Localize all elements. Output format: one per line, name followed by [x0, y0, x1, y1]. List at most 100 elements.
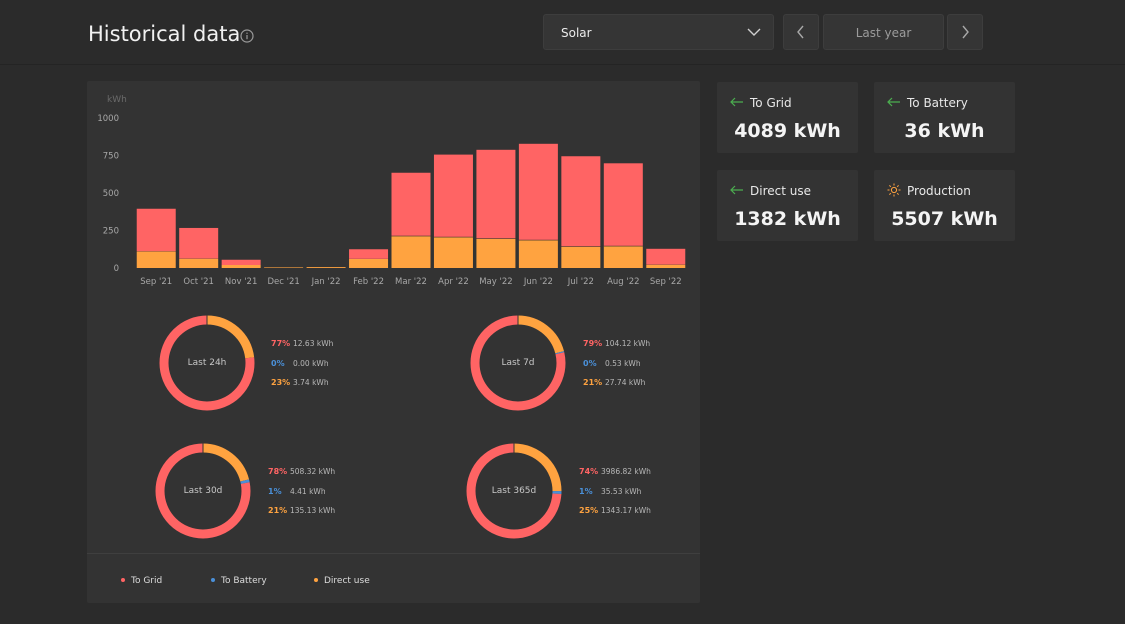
chevron-right-icon: [962, 25, 969, 39]
to-grid-kwh: 12.63 kWh: [293, 339, 334, 348]
donut-last-24h: Last 24h 77% 12.63 kWh 0% 0.00 kWh 23% 3.74…: [157, 313, 427, 413]
bar-direct-use[interactable]: [221, 265, 261, 268]
card-label: To Battery: [907, 96, 968, 110]
direct-use-kwh: 135.13 kWh: [290, 506, 336, 515]
donut-row-to-grid: 79% 104.12 kWh: [583, 339, 650, 359]
bar-direct-use[interactable]: [306, 267, 346, 268]
y-tick-label: 1000: [97, 114, 119, 124]
donut-chart: [159, 315, 255, 411]
donut-row-direct-use: 21% 135.13 kWh: [268, 506, 335, 526]
x-tick-label: Apr '22: [438, 277, 469, 287]
to-grid-percent: 79%: [583, 339, 603, 348]
next-period-button[interactable]: [947, 14, 983, 50]
x-tick-label: Sep '21: [140, 277, 172, 287]
bar-to-grid[interactable]: [349, 249, 389, 259]
to-battery-percent: 0%: [271, 358, 285, 368]
donut-row-to-grid: 77% 12.63 kWh: [271, 339, 333, 359]
donut-row-direct-use: 21% 27.74 kWh: [583, 378, 650, 398]
donut-label: Last 30d: [183, 486, 223, 496]
bar-to-grid[interactable]: [646, 248, 686, 265]
bar-to-grid[interactable]: [433, 154, 473, 237]
donut-last-30d: Last 30d 78% 508.32 kWh 1% 4.41 kWh 21% 135…: [153, 441, 423, 541]
bar-direct-use[interactable]: [264, 267, 304, 268]
bar-to-grid[interactable]: [476, 149, 516, 239]
bar-direct-use[interactable]: [603, 246, 643, 268]
donut-legend: 78% 508.32 kWh 1% 4.41 kWh 21% 135.13 kWh: [268, 467, 335, 526]
sun-icon: [887, 183, 901, 197]
direct-use-percent: 21%: [583, 378, 603, 387]
info-icon[interactable]: [240, 29, 254, 43]
to-grid-percent: 74%: [579, 467, 599, 476]
bar-direct-use[interactable]: [476, 238, 516, 268]
bar-to-grid[interactable]: [221, 259, 261, 265]
chart-panel: kWh 1000 750 500 250 0 Sep '21 Oct '21 Nov '21 De…: [87, 81, 700, 603]
legend-to-battery[interactable]: To Battery: [211, 576, 267, 586]
donut-label: Last 365d: [491, 486, 537, 496]
legend-label: To Battery: [221, 576, 267, 586]
donut-last-7d: Last 7d 79% 104.12 kWh 0% 0.53 kWh 21% 27.7…: [468, 313, 738, 413]
x-tick-label: Jul '22: [567, 277, 594, 287]
bar-to-grid[interactable]: [136, 208, 176, 252]
arrow-left-icon: [730, 185, 743, 195]
donut-row-to-battery: 1% 35.53 kWh: [579, 487, 651, 507]
donut-row-to-grid: 74% 3986.82 kWh: [579, 467, 651, 487]
panel-divider: [87, 553, 700, 554]
to-battery-percent: 0%: [583, 358, 597, 368]
legend-label: To Grid: [131, 576, 163, 586]
y-tick-label: 250: [103, 227, 119, 237]
bar-direct-use[interactable]: [561, 246, 601, 268]
bar-to-grid[interactable]: [179, 227, 219, 259]
direct-use-kwh: 3.74 kWh: [293, 378, 329, 387]
card-label: Production: [907, 184, 971, 198]
legend-direct-use[interactable]: Direct use: [314, 576, 370, 586]
donut-legend: 74% 3986.82 kWh 1% 35.53 kWh 25% 1343.17 kW…: [579, 467, 651, 526]
legend-to-grid[interactable]: To Grid: [121, 576, 162, 586]
bar-direct-use[interactable]: [646, 264, 686, 268]
to-battery-kwh: 0.53 kWh: [605, 358, 641, 368]
bar-direct-use[interactable]: [349, 259, 389, 268]
card-label: To Grid: [750, 96, 792, 110]
x-tick-label: Mar '22: [395, 277, 427, 287]
y-axis-label: kWh: [107, 95, 127, 105]
x-tick-label: Aug '22: [607, 277, 639, 287]
card-value: 1382 kWh: [734, 208, 841, 230]
to-grid-percent: 77%: [271, 339, 291, 348]
x-tick-label: Nov '21: [225, 277, 257, 287]
direct-use-kwh: 1343.17 kWh: [601, 506, 651, 515]
donut-row-to-grid: 78% 508.32 kWh: [268, 467, 335, 487]
bar-direct-use[interactable]: [518, 240, 558, 268]
donut-row-direct-use: 25% 1343.17 kWh: [579, 506, 651, 526]
bar-to-grid[interactable]: [561, 156, 601, 247]
card-value: 4089 kWh: [734, 120, 841, 142]
to-battery-kwh: 0.00 kWh: [293, 358, 329, 368]
donut-chart: [470, 315, 566, 411]
y-tick-label: 750: [103, 152, 119, 162]
previous-period-button[interactable]: [783, 14, 819, 50]
to-grid-percent: 78%: [268, 467, 288, 476]
donut-label: Last 7d: [501, 358, 535, 368]
to-battery-percent: 1%: [579, 486, 593, 496]
card-to-battery: To Battery 36 kWh: [874, 82, 1015, 153]
source-select[interactable]: Solar: [543, 14, 774, 50]
bar-direct-use[interactable]: [391, 236, 431, 268]
x-tick-label: Dec '21: [267, 277, 299, 287]
x-tick-label: Feb '22: [353, 277, 384, 287]
period-display[interactable]: Last year: [823, 14, 944, 50]
to-grid-kwh: 104.12 kWh: [605, 339, 651, 348]
donut-chart: [155, 443, 251, 539]
bar-direct-use[interactable]: [433, 237, 473, 268]
direct-use-kwh: 27.74 kWh: [605, 378, 646, 387]
bar-to-grid[interactable]: [518, 143, 558, 240]
chevron-left-icon: [797, 25, 804, 39]
card-to-grid: To Grid 4089 kWh: [717, 82, 858, 153]
bar-direct-use[interactable]: [179, 258, 219, 268]
x-tick-label: Oct '21: [183, 277, 214, 287]
direct-use-dot: [314, 577, 318, 582]
donut-legend: 77% 12.63 kWh 0% 0.00 kWh 23% 3.74 kWh: [271, 339, 333, 398]
bar-to-grid[interactable]: [391, 172, 431, 236]
to-battery-kwh: 4.41 kWh: [290, 486, 326, 496]
donut-chart: [466, 443, 562, 539]
bar-to-grid[interactable]: [603, 163, 643, 246]
to-battery-kwh: 35.53 kWh: [601, 486, 642, 496]
bar-direct-use[interactable]: [136, 251, 176, 269]
